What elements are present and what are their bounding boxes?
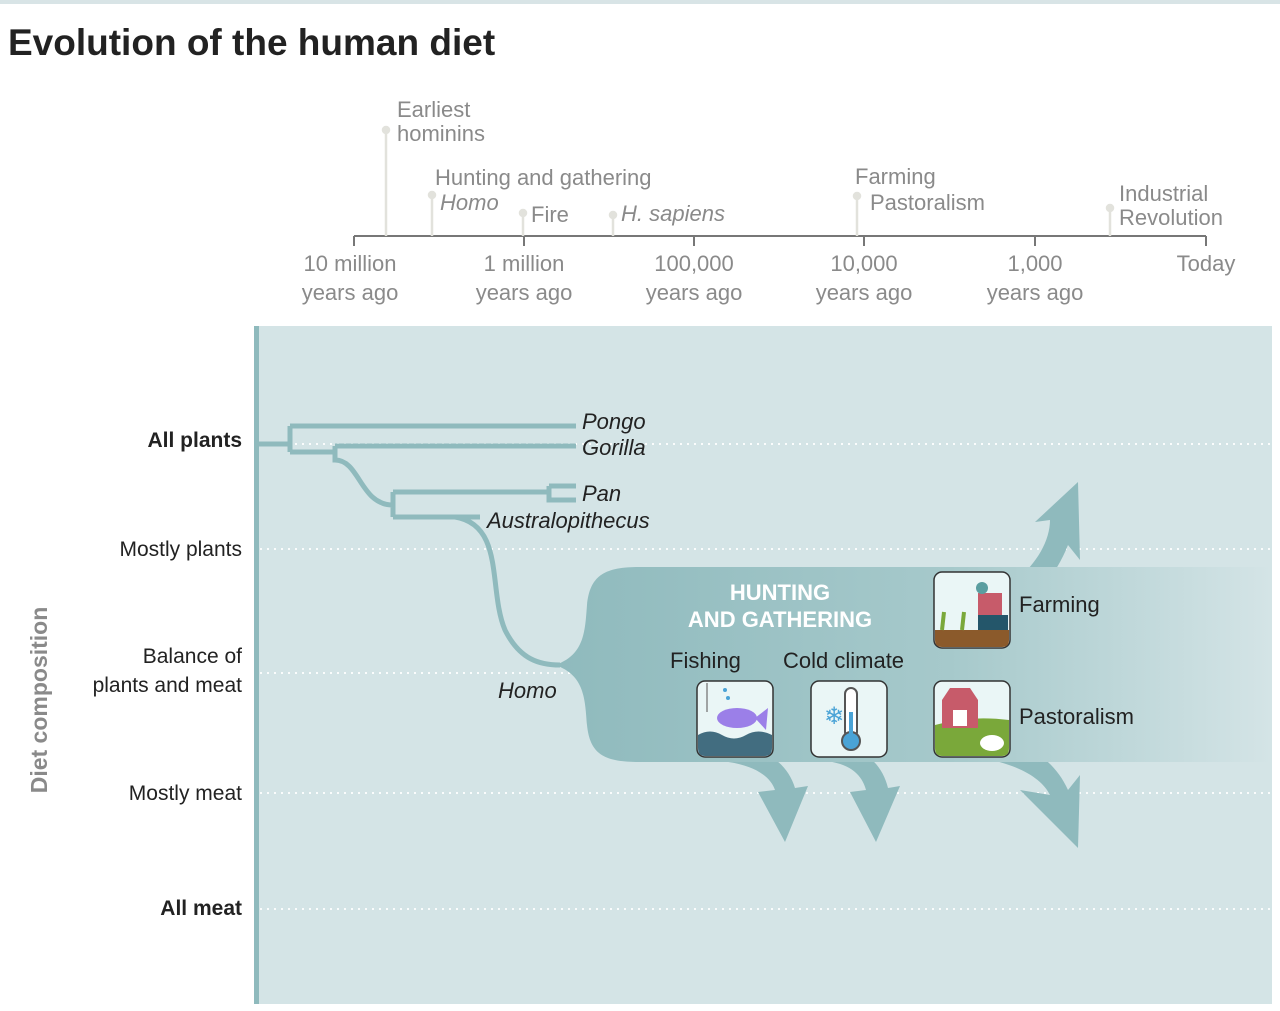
species-australopithecus: Australopithecus — [485, 508, 650, 533]
timeline: Earliest hominins Hunting and gathering … — [302, 97, 1236, 305]
arrow-farming — [990, 482, 1080, 615]
event-farming: Farming — [855, 164, 936, 189]
species-gorilla: Gorilla — [582, 435, 646, 460]
event-earliest: Earliest — [397, 97, 470, 122]
species-pan: Pan — [582, 481, 621, 506]
phylogenetic-tree — [259, 423, 576, 668]
pastoralism-icon — [933, 680, 1011, 758]
hunting-gathering-flow: HUNTING AND GATHERING Fishing Cold clima… — [555, 482, 1272, 848]
tick-label: 10 million — [304, 251, 397, 276]
tick-label: years ago — [816, 280, 913, 305]
farming-icon — [933, 571, 1011, 649]
arrow-fishing — [700, 740, 808, 842]
level-balance: Balance of — [143, 645, 242, 668]
tick-label: years ago — [476, 280, 573, 305]
hunting-band — [555, 567, 1272, 762]
hg-title-1: HUNTING — [730, 580, 830, 605]
level-all-plants: All plants — [147, 429, 242, 452]
tick-label: years ago — [987, 280, 1084, 305]
label-cold: Cold climate — [783, 648, 904, 673]
label-fishing: Fishing — [670, 648, 741, 673]
label-pastoralism: Pastoralism — [1019, 704, 1134, 729]
tick-label: 1 million — [484, 251, 565, 276]
event-industrial: Industrial — [1119, 181, 1208, 206]
level-mostly-meat: Mostly meat — [129, 782, 242, 805]
event-hunting: Hunting and gathering — [435, 165, 652, 190]
level-mostly-plants: Mostly plants — [119, 538, 242, 561]
species-pongo: Pongo — [582, 409, 646, 434]
hg-title-2: AND GATHERING — [688, 607, 872, 632]
event-pastoralism: Pastoralism — [870, 190, 985, 215]
svg-text:❄: ❄ — [824, 703, 844, 730]
figure-title: Evolution of the human diet — [8, 22, 496, 63]
tick-label: Today — [1177, 251, 1236, 276]
event-homo: Homo — [440, 190, 499, 215]
event-fire: Fire — [531, 202, 569, 227]
event-revolution: Revolution — [1119, 205, 1223, 230]
y-axis-title: Diet composition — [26, 607, 52, 794]
tick-label: 10,000 — [830, 251, 897, 276]
tick-label: years ago — [302, 280, 399, 305]
y-axis-bar — [254, 326, 259, 1004]
top-rule — [0, 0, 1280, 4]
fishing-icon — [696, 680, 774, 758]
tick-label: years ago — [646, 280, 743, 305]
tick-label: 100,000 — [654, 251, 734, 276]
cold-climate-icon: ❄ — [810, 680, 888, 758]
arrow-pastoralism — [960, 735, 1080, 848]
tick-label: 1,000 — [1007, 251, 1062, 276]
label-farming: Farming — [1019, 592, 1100, 617]
species-homo: Homo — [498, 678, 557, 703]
event-hominins: hominins — [397, 121, 485, 146]
level-all-meat: All meat — [160, 897, 242, 920]
level-balance-2: plants and meat — [93, 674, 243, 697]
event-sapiens: H. sapiens — [621, 201, 725, 226]
arrow-cold — [810, 740, 900, 842]
